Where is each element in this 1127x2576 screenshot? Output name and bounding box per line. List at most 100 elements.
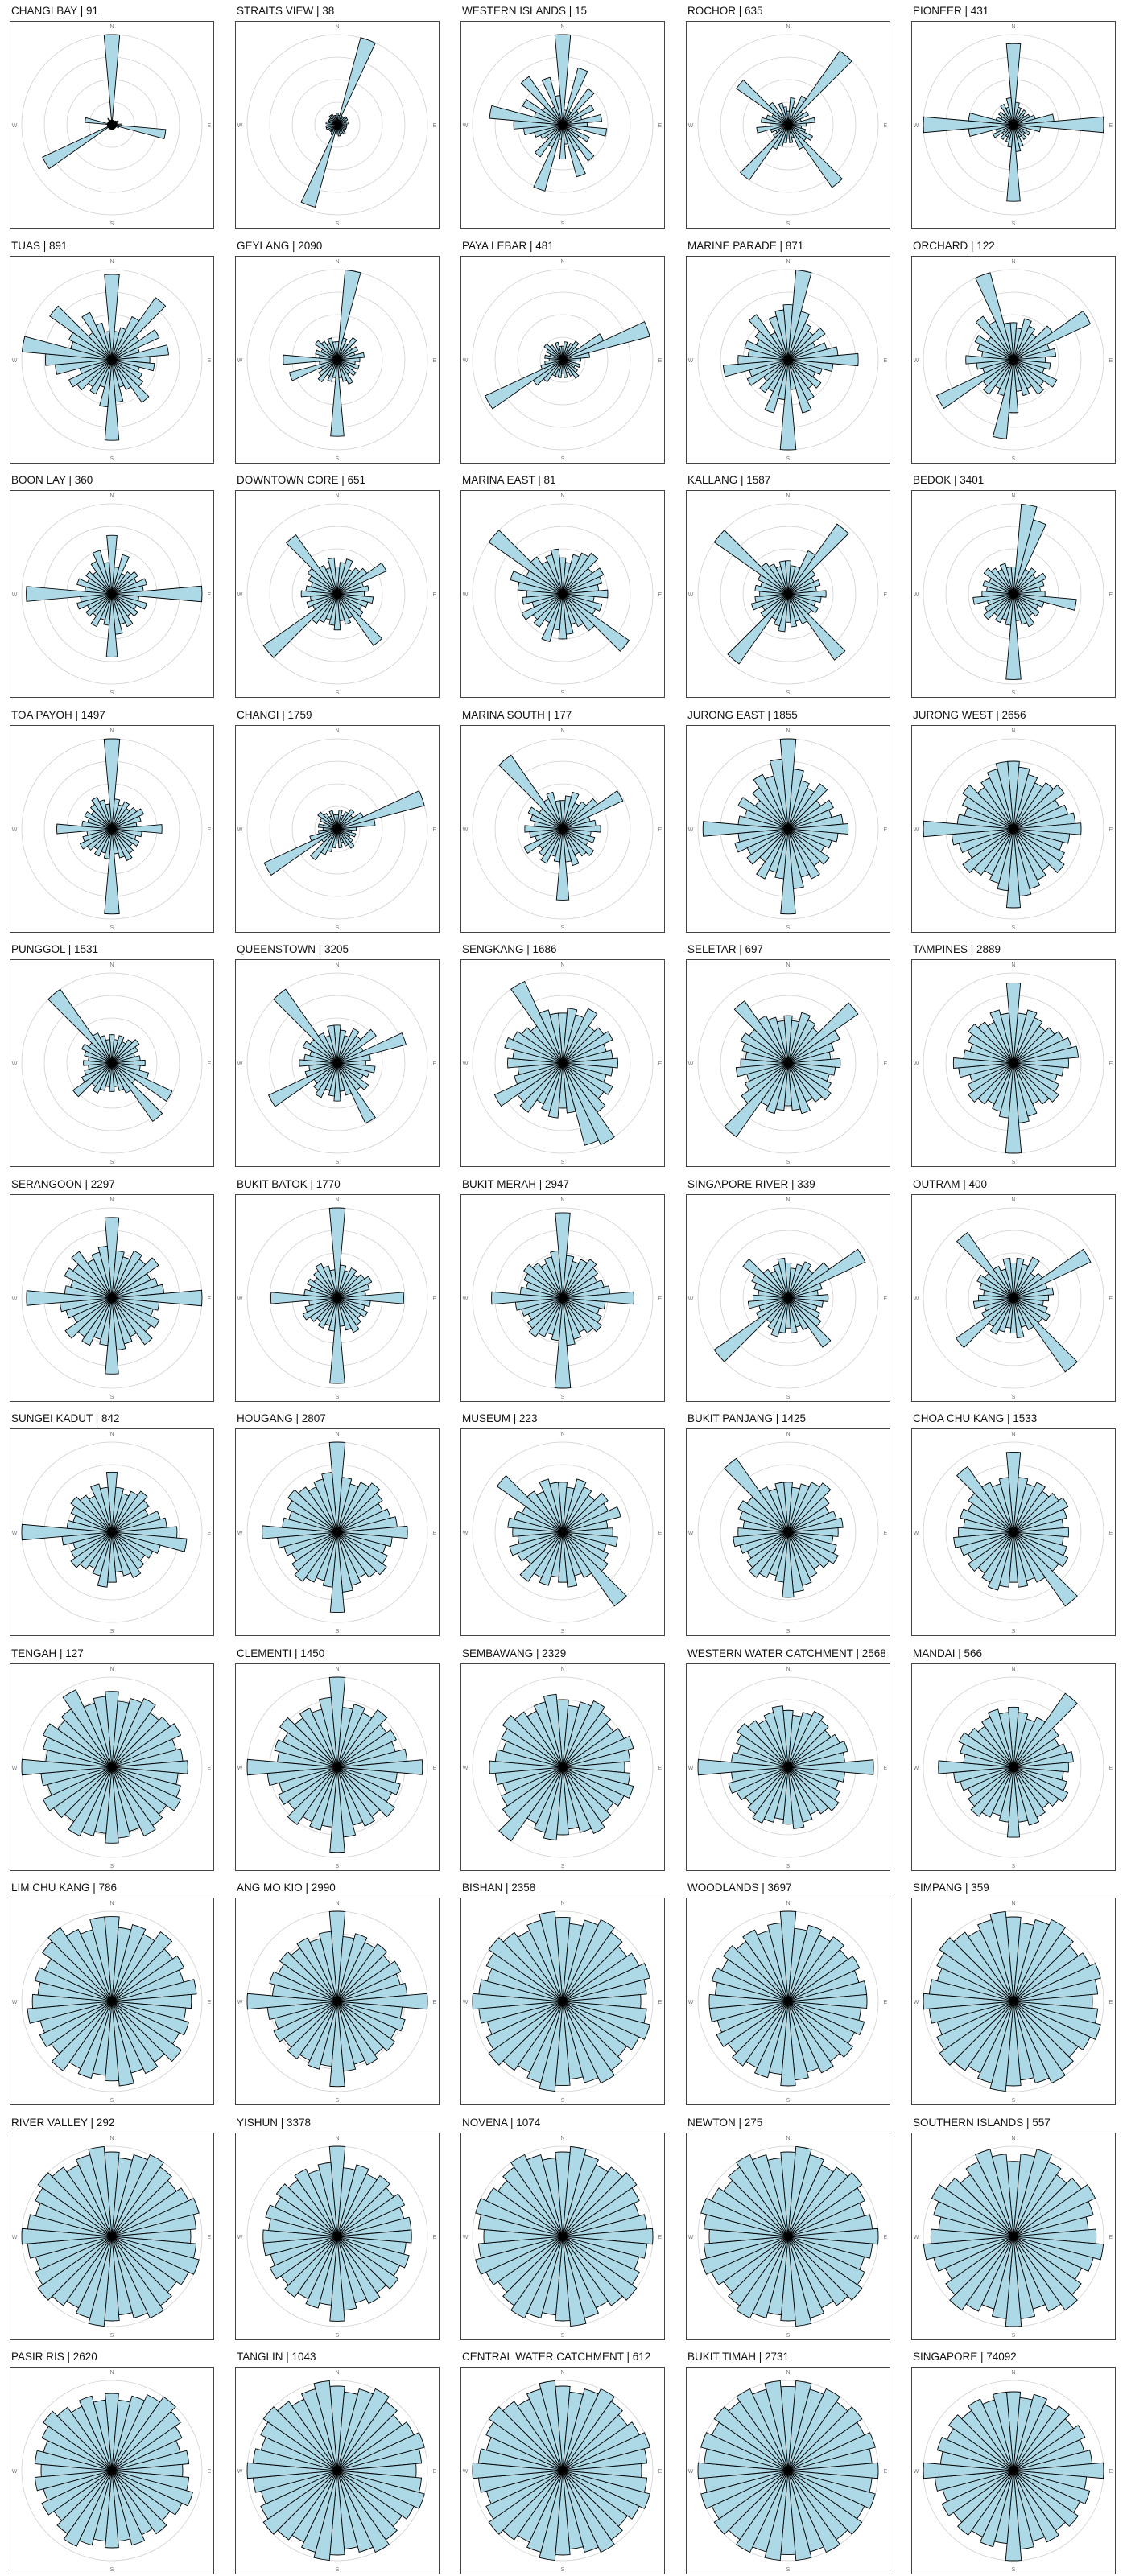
rose-wedge — [111, 1722, 182, 1767]
compass-label: N — [560, 2136, 564, 2141]
rose-wedge — [274, 1738, 338, 1767]
rose-chart-svg: N E S W — [688, 259, 888, 462]
rose-wedge — [962, 828, 1014, 873]
chart-title: LIM CHU KANG | 786 — [11, 1882, 118, 1894]
rose-wedge — [760, 593, 789, 618]
rose-wedge — [105, 2470, 119, 2549]
compass-label: E — [1109, 123, 1113, 129]
rose-chart-panel: PUNGGOL | 1531 N E S W — [10, 943, 219, 1168]
rose-wedge — [329, 1531, 345, 1614]
compass-label: W — [914, 1766, 919, 1771]
rose-wedge — [787, 2154, 824, 2236]
rose-wedge — [37, 2236, 113, 2301]
rose-wedge — [939, 2001, 1014, 2066]
rose-chart-svg: N E S W — [237, 2370, 437, 2573]
rose-wedge — [562, 1062, 615, 1146]
rose-wedge — [297, 1486, 338, 1533]
chart-frame: N E S W — [686, 1663, 890, 1871]
rose-chart-panel: SENGKANG | 1686 N E S W — [460, 943, 670, 1168]
rose-wedge — [930, 2228, 1014, 2244]
rose-wedge — [336, 1028, 360, 1064]
chart-frame: N E S W — [911, 21, 1116, 229]
compass-label: E — [1109, 1531, 1113, 1536]
rose-wedge — [778, 560, 789, 595]
compass-label: W — [463, 2469, 469, 2475]
rose-wedge — [105, 1297, 119, 1375]
rose-wedge — [562, 1008, 598, 1064]
compass-label: W — [463, 1766, 469, 1771]
rose-wedge — [302, 1297, 338, 1321]
rose-wedge — [1013, 1508, 1067, 1533]
rose-wedge — [968, 1531, 1014, 1572]
rose-wedge — [103, 738, 121, 829]
rose-wedge — [1006, 1766, 1021, 1838]
rose-wedge — [336, 359, 353, 385]
rose-wedge — [549, 1012, 564, 1064]
rose-wedge — [329, 2236, 345, 2322]
rose-wedge — [84, 1062, 113, 1076]
rose-wedge — [111, 2450, 190, 2471]
compass-label: N — [109, 1197, 114, 1203]
rose-wedge — [1013, 325, 1036, 360]
rose-wedge — [711, 1967, 789, 2002]
rose-wedge — [787, 1517, 844, 1533]
rose-wedge — [111, 1039, 140, 1064]
rose-wedge — [111, 1766, 182, 1811]
rose-wedge — [81, 1043, 113, 1064]
rose-chart-svg: N E S W — [237, 1432, 437, 1634]
rose-chart-panel: SELETAR | 697 N E S W — [686, 943, 895, 1168]
rose-wedge — [787, 50, 852, 126]
rose-wedge — [336, 117, 349, 126]
compass-label: W — [237, 123, 243, 129]
rose-wedge — [1005, 43, 1022, 126]
rose-wedge — [554, 34, 572, 126]
rose-wedge — [1013, 572, 1047, 595]
rose-wedge — [723, 1945, 789, 2002]
compass-label: S — [110, 925, 114, 931]
rose-chart-svg: N E S W — [12, 2370, 212, 2573]
rose-wedge — [562, 1766, 592, 1833]
compass-label: S — [336, 456, 340, 462]
rose-wedge — [105, 1690, 119, 1767]
rose-wedge — [47, 988, 113, 1064]
rose-wedge — [787, 2228, 879, 2244]
rose-wedge — [989, 1009, 1014, 1064]
chart-title: OUTRAM | 400 — [913, 1177, 988, 1190]
compass-label: N — [560, 1197, 564, 1203]
rose-chart-svg: N E S W — [914, 1901, 1113, 2104]
rose-wedge — [72, 1062, 113, 1098]
rose-wedge — [1013, 2425, 1086, 2471]
rose-wedge — [979, 2470, 1014, 2548]
rose-wedge — [93, 828, 113, 856]
compass-label: N — [1011, 1197, 1015, 1203]
rose-wedge — [318, 564, 338, 595]
compass-label: E — [658, 592, 663, 598]
rose-wedge — [956, 1231, 1014, 1298]
rose-wedge — [756, 828, 789, 880]
rose-chart-svg: N E S W — [463, 2370, 663, 2573]
rose-wedge — [336, 1297, 368, 1317]
rose-chart-panel: TUAS | 891 N E S W — [10, 240, 219, 465]
chart-title: ORCHARD | 122 — [913, 239, 995, 252]
rose-wedge — [328, 810, 338, 829]
rose-wedge — [700, 2197, 789, 2236]
rose-wedge — [111, 2426, 183, 2471]
rose-wedge — [64, 1297, 113, 1339]
rose-chart-panel: BUKIT PANJANG | 1425 N E S W — [686, 1412, 895, 1638]
rose-wedge — [1013, 1979, 1099, 2002]
rose-wedge — [787, 1248, 866, 1298]
rose-wedge — [93, 2399, 113, 2471]
chart-title: MUSEUM | 223 — [462, 1412, 538, 1424]
rose-wedge — [1013, 116, 1104, 134]
rose-wedge — [972, 1297, 1014, 1309]
rose-wedge — [972, 593, 1014, 605]
rose-wedge — [742, 1929, 789, 2002]
rose-wedge — [275, 2182, 338, 2236]
rose-wedge — [750, 593, 789, 611]
compass-label: E — [658, 2000, 663, 2005]
rose-chart-panel: CHANGI BAY | 91 N E S W — [10, 5, 219, 230]
rose-chart-panel: SEMBAWANG | 2329 N E S W — [460, 1647, 670, 1873]
chart-title: NEWTON | 275 — [687, 2116, 763, 2129]
grid-circle — [314, 806, 361, 851]
rose-wedge — [111, 815, 142, 829]
